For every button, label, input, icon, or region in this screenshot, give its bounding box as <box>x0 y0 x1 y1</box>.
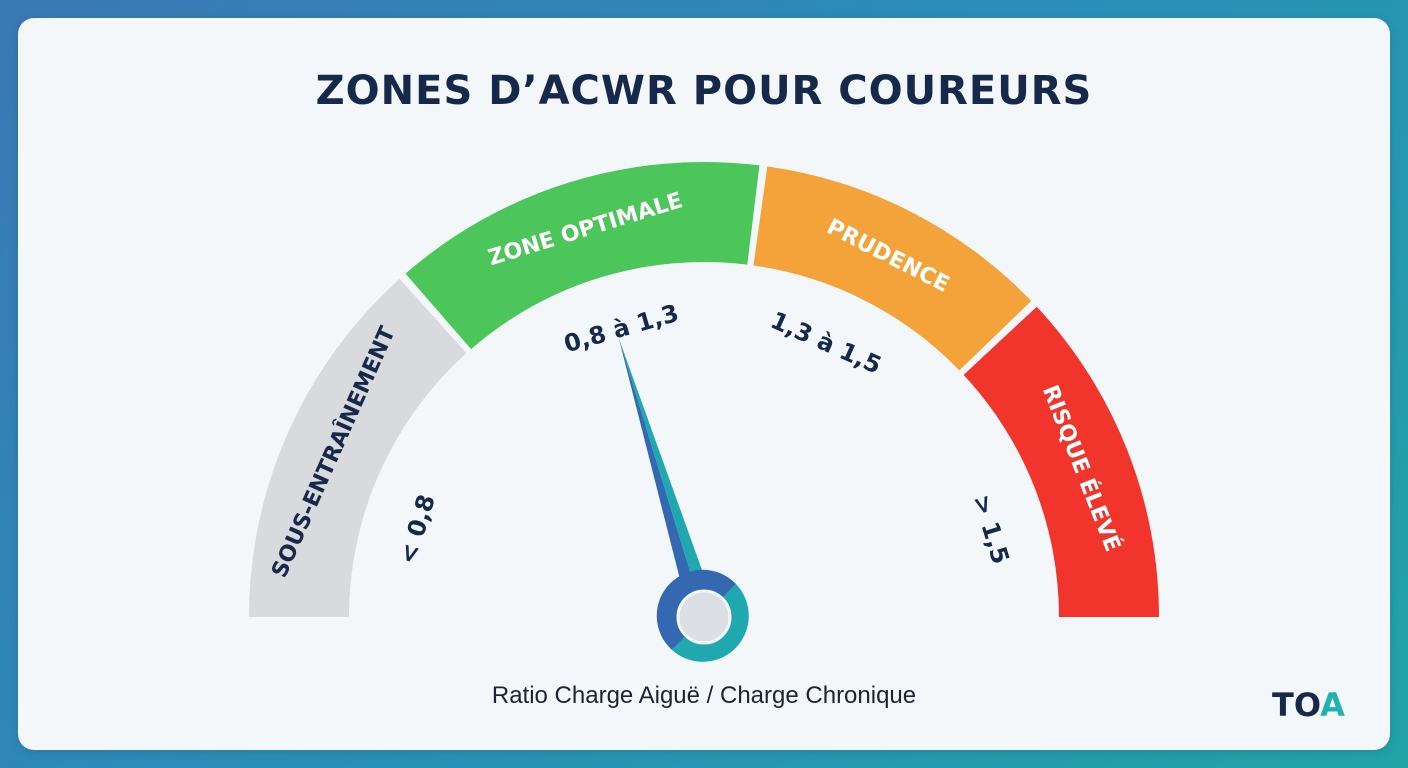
logo-text-main: TO <box>1272 686 1321 724</box>
gauge-range-labels: < 0,8 0,8 à 1,3 1,3 à 1,5 > 1,5 <box>393 299 1014 567</box>
zone-segment-3 <box>753 166 1032 371</box>
zone-segment-2 <box>405 162 760 350</box>
x-axis-caption: Ratio Charge Aiguë / Charge Chronique <box>491 682 917 709</box>
toa-logo: TOA <box>1272 686 1345 724</box>
zone-range-label-3: 1,3 à 1,5 <box>766 306 885 380</box>
zone-segment-4 <box>963 306 1159 617</box>
zone-range-label-2: 0,8 à 1,3 <box>561 299 682 358</box>
needle-left-half <box>618 337 704 622</box>
needle-right-half <box>618 337 718 617</box>
chart-title: ZONES D’ACWR POUR COUREURS <box>315 68 1093 114</box>
hub-center <box>676 589 732 645</box>
zone-range-label-1: < 0,8 <box>393 491 441 567</box>
zone-range-label-4: > 1,5 <box>967 491 1015 567</box>
gauge-needle <box>618 337 749 662</box>
logo-text-accent: A <box>1320 686 1345 724</box>
zone-segment-1 <box>249 278 467 617</box>
